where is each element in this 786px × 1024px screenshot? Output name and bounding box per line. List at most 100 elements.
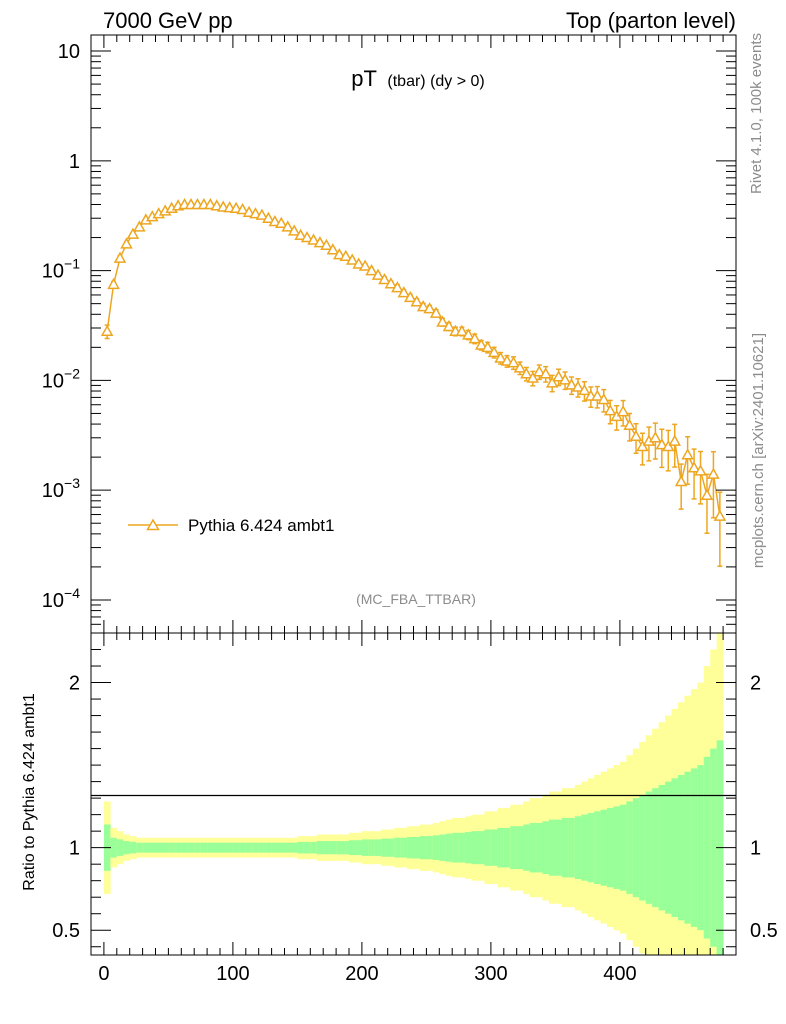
data-point	[442, 319, 456, 332]
data-point	[462, 328, 475, 340]
ratio-band-inner	[458, 832, 466, 863]
ratio-band-inner	[368, 839, 376, 856]
data-point	[423, 302, 436, 314]
data-point	[707, 467, 720, 479]
data-point	[397, 286, 411, 298]
data-point	[662, 439, 675, 452]
ratio-band-inner	[400, 837, 408, 858]
ratio-band-inner	[484, 829, 492, 866]
ratio-band-inner	[555, 819, 563, 876]
series-line	[106, 203, 721, 517]
ratio-band-inner	[290, 842, 298, 853]
data-point	[636, 439, 649, 452]
ratio-band-inner	[155, 842, 163, 853]
data-point	[326, 243, 340, 255]
data-point	[262, 211, 275, 223]
ratio-band-inner	[536, 822, 543, 873]
plot-title-main: pT	[351, 66, 377, 91]
ratio-band-inner	[336, 841, 343, 855]
ratio-band-inner	[284, 842, 292, 853]
ratio-band-inner	[310, 841, 318, 854]
ratio-band-inner	[426, 836, 434, 860]
ratio-band-inner	[619, 804, 627, 891]
data-point	[578, 383, 591, 396]
data-point	[623, 418, 636, 431]
data-point	[468, 332, 482, 344]
data-point	[668, 434, 681, 446]
ratio-band-inner	[303, 841, 311, 854]
data-point	[120, 237, 133, 249]
ratio-band-inner	[690, 768, 698, 927]
y-tick-exponent: −1	[64, 256, 80, 272]
ratio-band-inner	[213, 842, 221, 853]
data-point	[500, 354, 514, 366]
ratio-band-inner	[523, 824, 530, 871]
data-point	[545, 376, 559, 388]
data-point	[404, 290, 417, 303]
ratio-band-inner	[671, 778, 679, 918]
ratio-band-inner	[181, 842, 189, 853]
ratio-band-inner	[187, 842, 195, 853]
data-point	[649, 431, 662, 443]
data-point	[294, 228, 307, 240]
ratio-bands	[103, 633, 724, 955]
y-tick-label: 10−2	[42, 365, 80, 392]
ratio-band-inner	[110, 837, 118, 858]
ratio-band-inner	[419, 836, 427, 860]
x-tick-label: 300	[474, 963, 507, 985]
ratio-band-inner	[129, 841, 137, 854]
header-right: Top (parton level)	[566, 8, 736, 33]
x-tick-labels: 0 100 200 300 400	[98, 963, 636, 985]
ratio-band-inner	[516, 826, 524, 870]
ratio-y-tick-label-right: 1	[750, 838, 761, 860]
ratio-band-inner	[355, 840, 363, 856]
ratio-ticks	[90, 633, 737, 955]
y-tick-exponent: −3	[64, 475, 80, 491]
rivet-label: Rivet 4.1.0, 100k events	[748, 33, 765, 194]
ratio-y-tick-label-right: 0.5	[750, 920, 778, 942]
analysis-label: (MC_FBA_TTBAR)	[356, 591, 476, 607]
ratio-band-inner	[407, 836, 414, 859]
data-point	[371, 268, 385, 280]
data-point	[339, 249, 353, 262]
ratio-band-inner	[349, 840, 356, 856]
ratio-band-inner	[632, 798, 640, 898]
data-point	[474, 338, 488, 350]
ratio-band-inner	[226, 842, 234, 853]
ratio-band-inner	[452, 832, 459, 863]
data-point	[552, 370, 565, 382]
ratio-y-tick-labels: 0.5 0.5 1 1 2 2	[52, 673, 778, 943]
data-point	[436, 315, 449, 327]
ratio-band-inner	[432, 835, 440, 861]
ratio-y-tick-label: 2	[69, 673, 80, 695]
ratio-y-tick-label: 0.5	[52, 920, 80, 942]
data-point	[565, 378, 578, 390]
ratio-band-inner	[161, 842, 169, 853]
x-tick-label: 100	[216, 963, 249, 985]
y-tick-label: 10−4	[42, 585, 80, 612]
ratio-band-inner	[123, 841, 130, 855]
ratio-band-inner	[252, 842, 259, 853]
ratio-band-inner	[200, 842, 208, 853]
data-point	[687, 461, 701, 473]
data-point	[681, 448, 694, 460]
data-point	[558, 373, 572, 385]
data-point	[275, 216, 288, 229]
y-tick-base: 10	[42, 261, 64, 283]
ratio-band-inner	[613, 806, 621, 889]
legend: Pythia 6.424 ambt1	[128, 516, 334, 535]
ratio-band-inner	[445, 833, 453, 862]
data-point	[539, 367, 552, 379]
ratio-band-inner	[413, 836, 421, 859]
x-tick-label: 200	[345, 963, 378, 985]
ratio-band-inner	[439, 834, 447, 861]
main-ticks	[90, 35, 737, 634]
ratio-band-inner	[265, 842, 272, 853]
ratio-band-inner	[529, 822, 537, 873]
y-tick-base: 10	[42, 370, 64, 392]
ratio-band-inner	[168, 842, 176, 853]
ratio-band-inner	[587, 812, 595, 883]
data-point	[352, 257, 365, 269]
